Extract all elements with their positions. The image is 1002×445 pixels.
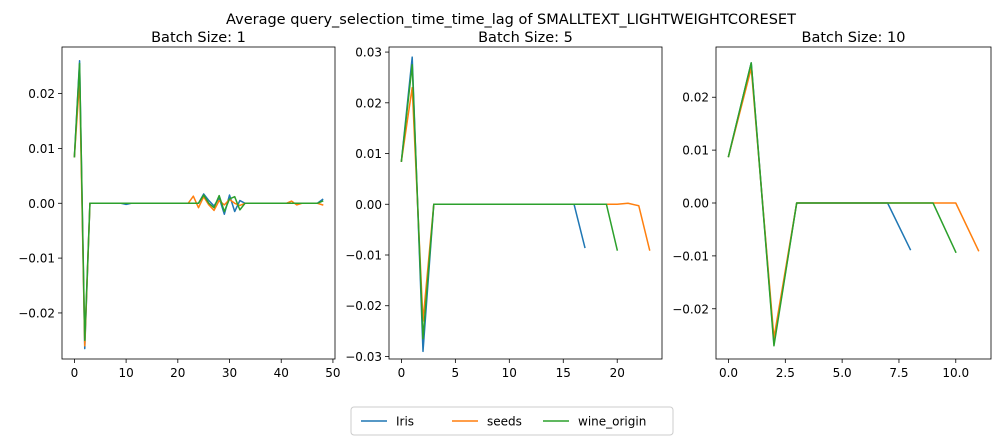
legend-label: seeds <box>487 415 522 429</box>
x-tick-label: 5 <box>452 366 460 380</box>
axes-frame <box>388 46 663 360</box>
x-tick-label: 0.0 <box>719 366 738 380</box>
x-tick-label: 40 <box>274 366 289 380</box>
x-tick-label: 50 <box>325 366 340 380</box>
y-tick-label: −0.02 <box>18 306 55 320</box>
y-tick-label: 0.02 <box>28 87 55 101</box>
x-tick-label: 30 <box>222 366 237 380</box>
x-tick-label: 10 <box>502 366 517 380</box>
x-tick-label: 2.5 <box>776 366 795 380</box>
y-tick-label: 0.01 <box>682 144 709 158</box>
x-tick-label: 20 <box>170 366 185 380</box>
legend-frame <box>350 406 674 436</box>
legend-label: wine_origin <box>578 415 646 429</box>
x-tick-label: 0 <box>71 366 79 380</box>
subplot-title: Batch Size: 10 <box>802 30 906 46</box>
y-tick-label: −0.03 <box>345 350 382 364</box>
x-tick-label: 5.0 <box>833 366 852 380</box>
subplot-title: Batch Size: 5 <box>478 30 573 46</box>
series-line-iris <box>73 59 324 350</box>
subplot-3: Batch Size: 10 0.0 2.5 5.0 7.5 10.0 −0.02 −0.01… <box>672 30 992 380</box>
y-tick-label: −0.01 <box>672 249 709 263</box>
y-tick-label: 0.01 <box>355 147 382 161</box>
x-tick-label: 7.5 <box>889 366 908 380</box>
y-tick-label: 0.03 <box>355 46 382 60</box>
x-tick-label: 0 <box>398 366 406 380</box>
subplot-title: Batch Size: 1 <box>151 30 246 46</box>
y-tick-label: 0.02 <box>355 96 382 110</box>
series-line-seeds <box>73 79 324 347</box>
x-tick-label: 10 <box>118 366 133 380</box>
subplot-2: Batch Size: 5 0 5 10 15 20 −0.03 −0.02 −0.01 0.00… <box>345 30 663 380</box>
y-tick-label: −0.01 <box>345 249 382 263</box>
x-tick-label: 20 <box>610 366 625 380</box>
figure-title: Average query_selection_time_time_lag of… <box>226 12 796 28</box>
y-tick-label: −0.01 <box>18 252 55 266</box>
series-line-wine-origin <box>73 62 324 342</box>
y-tick-label: −0.02 <box>345 299 382 313</box>
legend-label: Iris <box>396 415 414 429</box>
y-tick-label: 0.01 <box>28 142 55 156</box>
y-tick-label: −0.02 <box>672 302 709 316</box>
series-line-wine-origin <box>400 64 619 340</box>
y-tick-label: 0.02 <box>682 91 709 105</box>
y-tick-label: 0.00 <box>28 197 55 211</box>
y-tick-label: 0.00 <box>355 198 382 212</box>
x-tick-label: 10.0 <box>942 366 969 380</box>
legend: Iris seeds wine_origin <box>350 406 674 436</box>
subplot-1: Batch Size: 1 0 10 20 30 40 50 −0.02 −0.01 0.00 0.… <box>18 30 340 380</box>
series-line-wine-origin <box>727 62 957 347</box>
y-tick-label: 0.00 <box>682 197 709 211</box>
x-tick-label: 15 <box>556 366 571 380</box>
